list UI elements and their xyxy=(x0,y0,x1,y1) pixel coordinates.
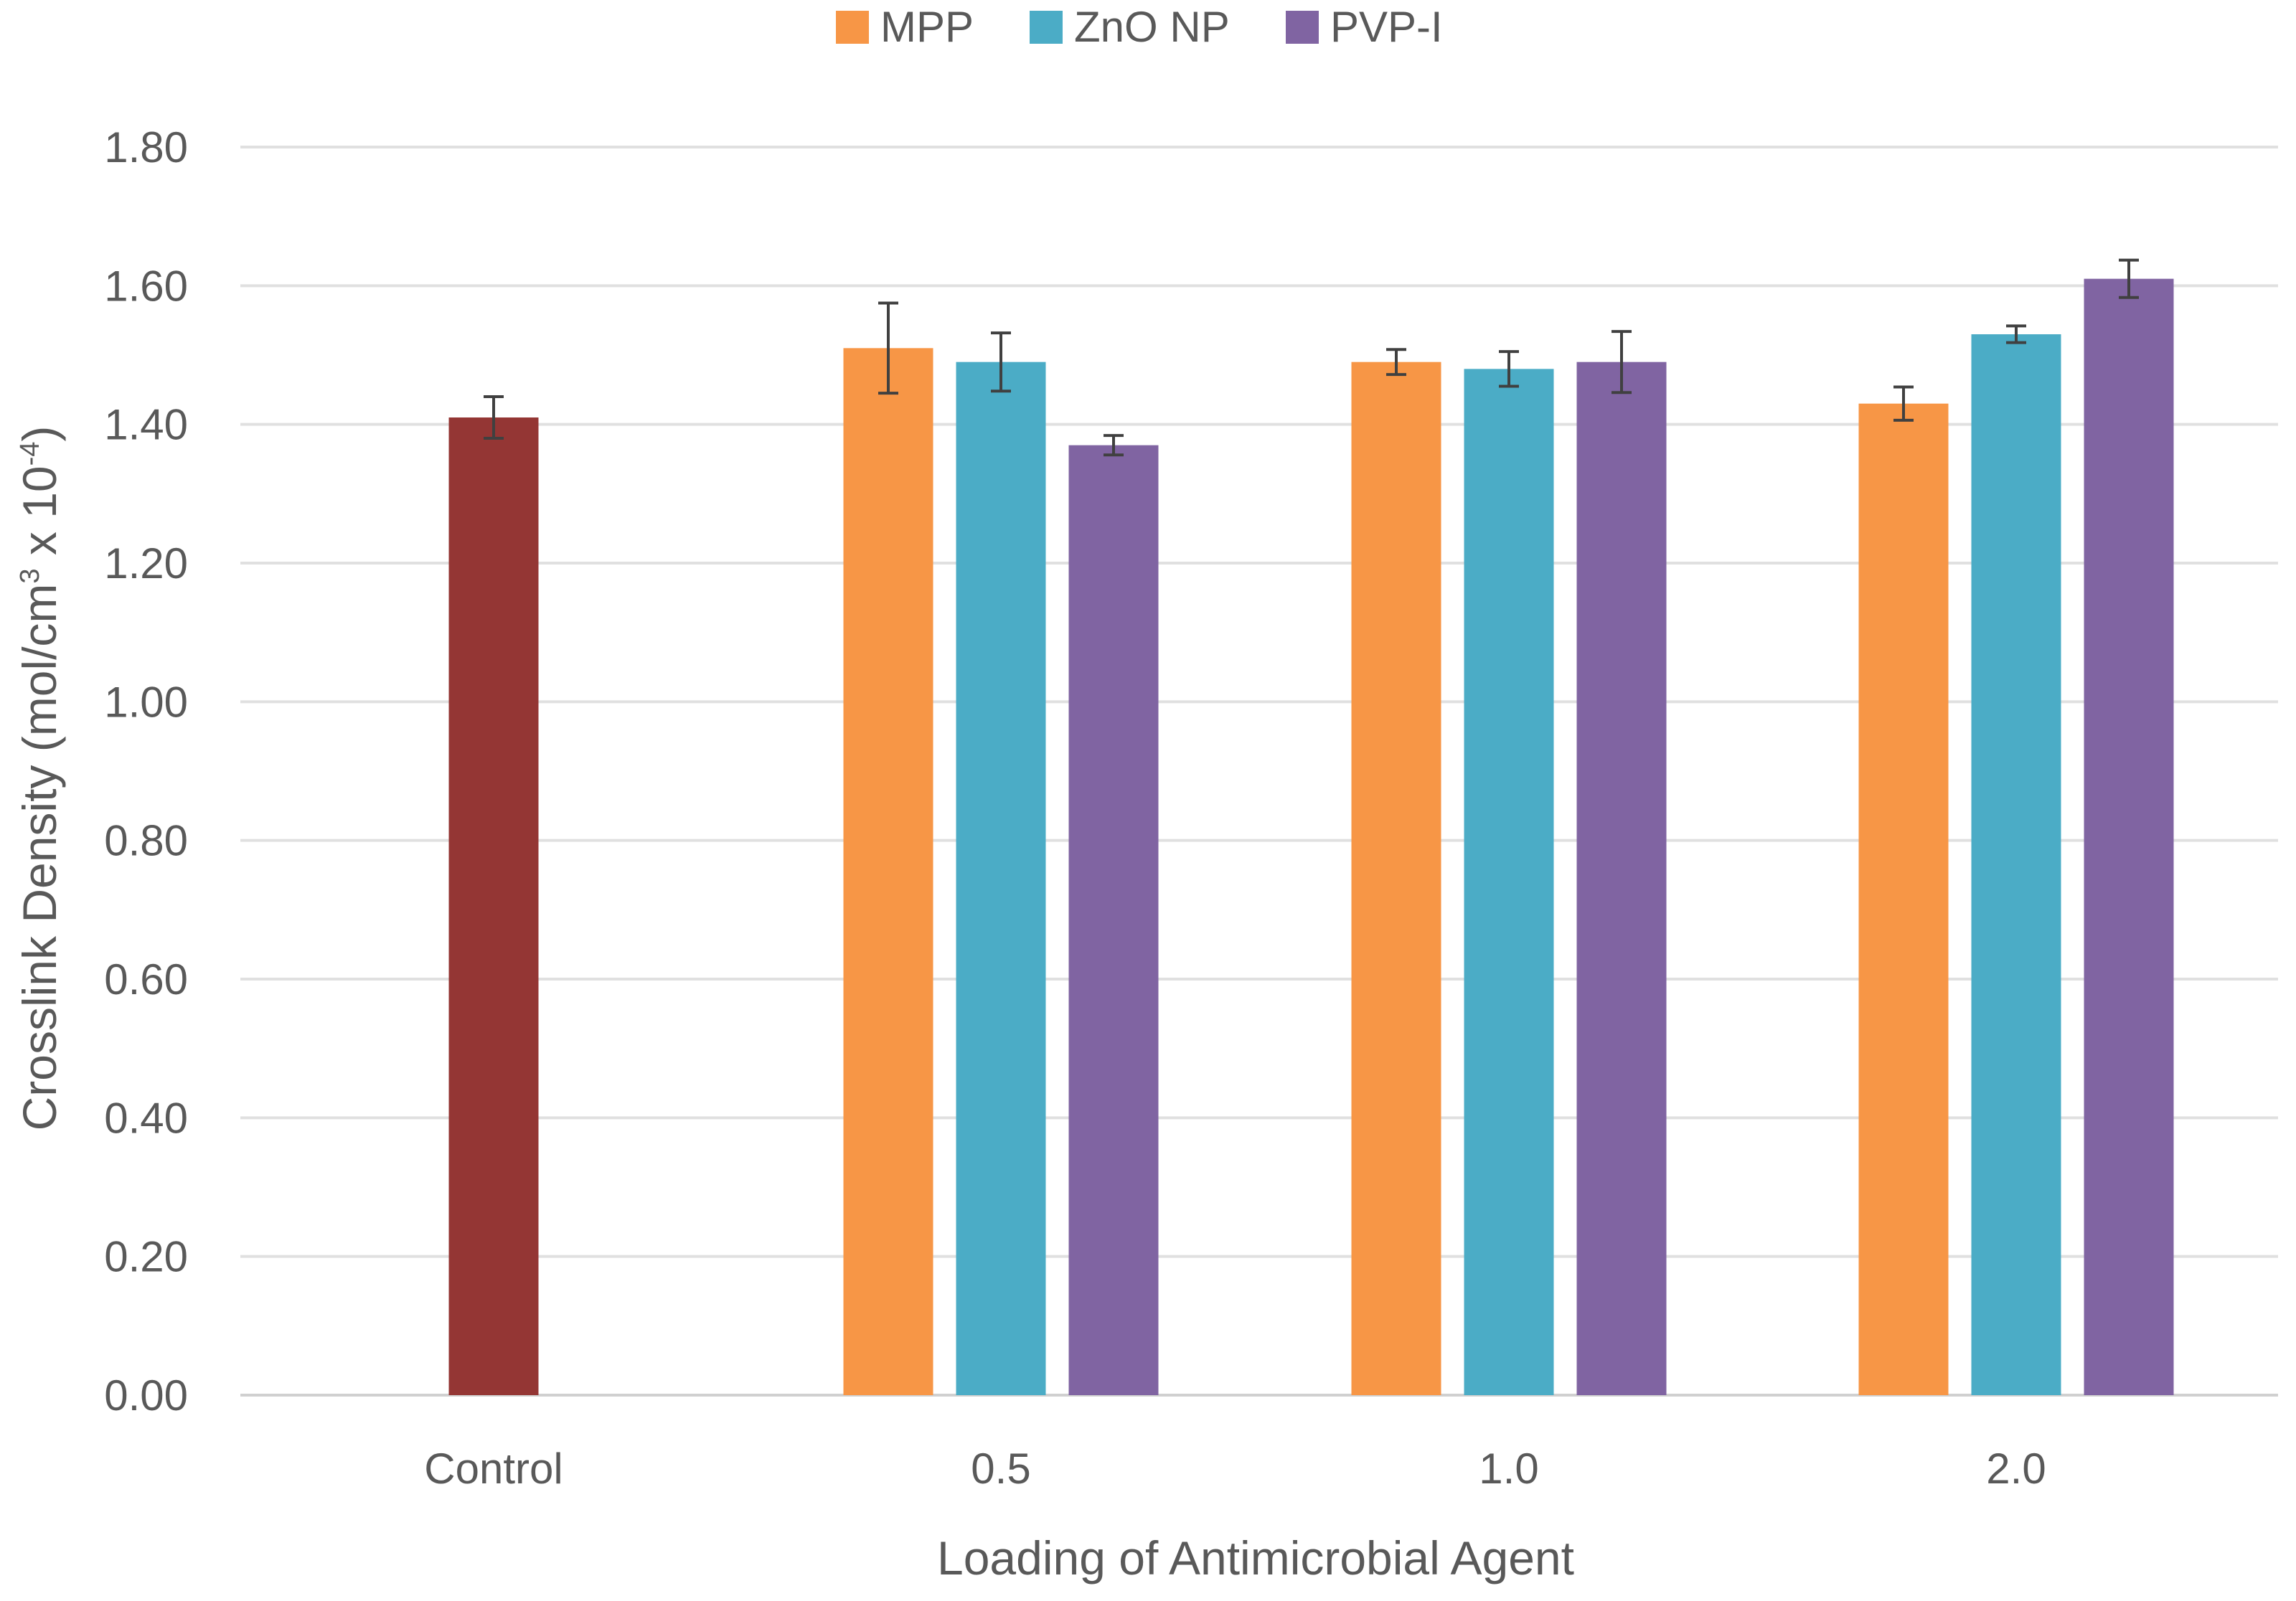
y-tick-label: 0.40 xyxy=(104,1094,188,1142)
y-tick-label: 0.20 xyxy=(104,1233,188,1281)
bar-mpp-0-5 xyxy=(843,348,933,1395)
legend-label: PVP-I xyxy=(1330,3,1443,51)
legend: MPP ZnO NP PVP-I xyxy=(836,3,1443,51)
y-tick-label: 1.00 xyxy=(104,678,188,726)
bar-control xyxy=(448,417,539,1395)
y-axis-title-main: Crosslink Density (mol/cm xyxy=(13,584,66,1131)
y-tick-label: 0.00 xyxy=(104,1371,188,1420)
x-tick-label: 1.0 xyxy=(1479,1445,1538,1493)
y-tick-label: 1.20 xyxy=(104,539,188,587)
y-axis-title-sup1: 3 xyxy=(15,568,45,583)
bars xyxy=(448,278,2174,1396)
y-tick-label: 1.80 xyxy=(104,123,188,171)
x-axis-ticks: Control 0.5 1.0 2.0 xyxy=(424,1445,2046,1493)
bar-zno-np-0-5 xyxy=(956,362,1046,1396)
bar-zno-np-2-0 xyxy=(1971,334,2061,1395)
x-tick-label: 2.0 xyxy=(1986,1445,2046,1493)
bar-zno-np-1-0 xyxy=(1464,369,1554,1396)
bar-mpp-2-0 xyxy=(1858,403,1949,1395)
legend-swatch-pvp-i xyxy=(1286,11,1319,44)
x-axis-title: Loading of Antimicrobial Agent xyxy=(937,1531,1574,1585)
bar-pvp-i-0-5 xyxy=(1068,445,1159,1395)
bar-mpp-1-0 xyxy=(1351,362,1441,1396)
error-bars xyxy=(484,258,2139,457)
y-tick-label: 0.60 xyxy=(104,955,188,1003)
legend-label: MPP xyxy=(880,3,974,51)
y-axis-title-mid: x 10 xyxy=(13,466,66,568)
y-tick-label: 1.60 xyxy=(104,262,188,310)
legend-swatch-mpp xyxy=(836,11,869,44)
y-axis-title-sup2: -4 xyxy=(15,442,45,466)
legend-swatch-zno-np xyxy=(1030,11,1063,44)
y-axis-title-end: ) xyxy=(13,426,66,442)
y-axis-ticks: 0.00 0.20 0.40 0.60 0.80 1.00 1.20 1.40 1.60 1.80 xyxy=(104,123,188,1420)
legend-label: ZnO NP xyxy=(1074,3,1230,51)
x-tick-label: 0.5 xyxy=(971,1445,1030,1493)
y-tick-label: 0.80 xyxy=(104,817,188,865)
gridlines xyxy=(240,146,2278,1397)
y-tick-label: 1.40 xyxy=(104,401,188,449)
bar-pvp-i-1-0 xyxy=(1576,362,1667,1396)
y-axis-title: Crosslink Density (mol/cm3 x 10-4) xyxy=(13,426,66,1131)
x-tick-label: Control xyxy=(424,1445,563,1493)
bar-pvp-i-2-0 xyxy=(2084,278,2174,1396)
